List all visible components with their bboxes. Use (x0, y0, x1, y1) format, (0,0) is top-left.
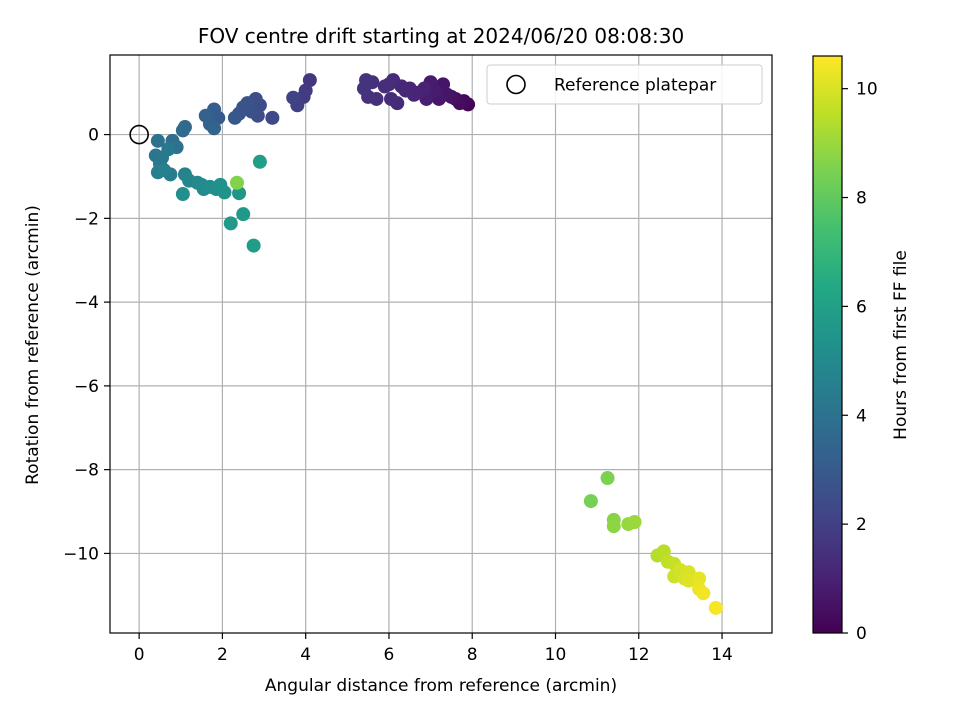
data-point (286, 90, 301, 105)
colorbar-tick-label: 10 (856, 80, 878, 100)
scatter-points (148, 73, 723, 615)
y-tick-label: −8 (74, 461, 99, 481)
x-tick-label: 0 (134, 645, 145, 665)
y-tick-label: −2 (74, 209, 99, 229)
colorbar-tick-label: 2 (856, 515, 867, 535)
data-point (600, 471, 615, 486)
x-axis-title: Angular distance from reference (arcmin) (265, 676, 617, 696)
data-point (175, 187, 190, 202)
legend: Reference platepar (486, 64, 763, 105)
data-point (708, 600, 723, 615)
x-tick-label: 14 (711, 645, 733, 665)
data-point (198, 108, 213, 123)
y-tick-label: −6 (74, 377, 99, 397)
colorbar-tick-label: 6 (856, 297, 867, 317)
data-point (356, 81, 371, 96)
x-tick-label: 2 (217, 645, 228, 665)
plot-frame (109, 54, 773, 634)
x-tick-label: 12 (628, 645, 650, 665)
data-point (236, 207, 251, 222)
data-point (696, 586, 711, 601)
chart-title: FOV centre drift starting at 2024/06/20 … (198, 24, 684, 48)
data-point (157, 163, 172, 178)
x-tick-label: 6 (384, 645, 395, 665)
data-point (384, 91, 399, 106)
data-point (217, 185, 232, 200)
data-point (175, 123, 190, 138)
data-point (265, 110, 280, 125)
x-tick-label: 10 (545, 645, 567, 665)
colorbar-gradient (813, 56, 842, 633)
y-tick-label: 0 (88, 126, 99, 146)
colorbar: 0 2 4 6 8 10 Hours from first FF file (812, 55, 911, 644)
colorbar-ticks: 0 2 4 6 8 10 (842, 80, 878, 644)
data-point (377, 79, 392, 94)
data-point (229, 175, 244, 190)
data-point (252, 154, 267, 169)
data-point (627, 515, 642, 530)
y-tick-label: −10 (63, 544, 99, 564)
data-point (656, 544, 671, 559)
legend-box (486, 64, 763, 105)
colorbar-tick-label: 4 (856, 406, 867, 426)
data-point (161, 142, 176, 157)
colorbar-title: Hours from first FF file (891, 250, 911, 440)
colorbar-frame (812, 55, 843, 634)
data-point (207, 121, 222, 136)
grid-lines (110, 55, 772, 633)
x-tick-label: 4 (300, 645, 311, 665)
y-axis-ticks: 0 −2 −4 −6 −8 −10 (63, 126, 110, 564)
colorbar-tick-label: 8 (856, 189, 867, 209)
data-point (227, 110, 242, 125)
data-point (583, 494, 598, 509)
colorbar-tick-label: 0 (856, 624, 867, 644)
y-axis-title: Rotation from reference (arcmin) (23, 205, 43, 485)
data-point (246, 238, 261, 253)
y-tick-label: −4 (74, 293, 99, 313)
data-point (302, 73, 317, 88)
legend-label-reference: Reference platepar (554, 76, 716, 96)
data-point (692, 571, 707, 586)
data-point (606, 519, 621, 534)
data-point (232, 186, 247, 201)
data-point (150, 133, 165, 148)
x-axis-ticks: 0 2 4 6 8 10 12 14 (134, 633, 733, 665)
data-point (681, 573, 696, 588)
data-point (223, 216, 238, 231)
x-tick-label: 8 (467, 645, 478, 665)
reference-platepar-marker (129, 124, 149, 145)
legend-marker-reference (506, 74, 526, 95)
